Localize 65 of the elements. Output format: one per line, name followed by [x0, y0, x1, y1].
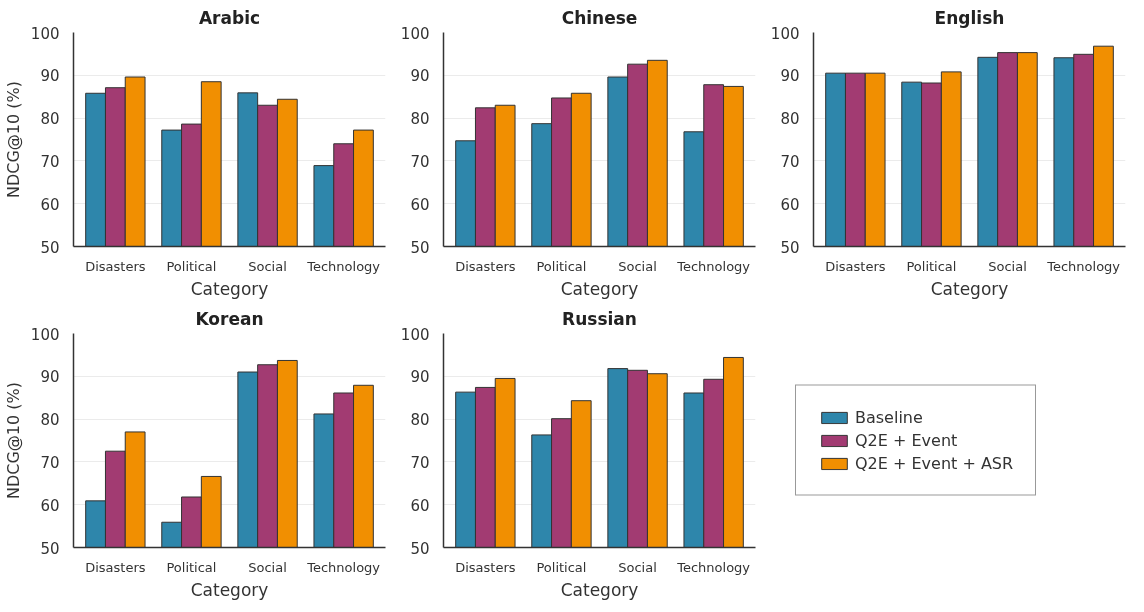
- y-tick-label: 60: [40, 496, 60, 515]
- x-axis-title: Category: [190, 278, 269, 299]
- y-tick-label: 50: [410, 539, 430, 558]
- x-tick-label: Political: [906, 258, 957, 274]
- y-tick-label: 100: [400, 24, 430, 43]
- x-tick-label: Political: [166, 258, 217, 274]
- legend-label: Baseline: [855, 407, 923, 427]
- x-tick-label: Technology: [676, 258, 751, 274]
- y-tick-label: 70: [410, 152, 430, 171]
- chart-title: English: [934, 7, 1005, 28]
- y-tick-label: 80: [40, 411, 60, 430]
- y-tick-label: 70: [410, 453, 430, 472]
- x-tick-label: Social: [618, 559, 657, 575]
- y-tick-label: 100: [770, 24, 800, 43]
- x-axis-title: Category: [560, 278, 639, 299]
- y-tick-label: 90: [40, 368, 60, 387]
- y-tick-label: 50: [410, 238, 430, 257]
- x-tick-label: Social: [618, 258, 657, 274]
- legend-label: Q2E + Event + ASR: [855, 453, 1014, 473]
- chart-title: Arabic: [198, 7, 261, 28]
- y-tick-label: 90: [780, 67, 800, 86]
- x-tick-label: Technology: [1046, 258, 1121, 274]
- x-tick-label: Social: [988, 258, 1027, 274]
- legend-label: Q2E + Event: [855, 430, 958, 450]
- x-tick-label: Disasters: [455, 559, 516, 575]
- y-tick-label: 100: [400, 325, 430, 344]
- y-tick-label: 80: [780, 110, 800, 129]
- x-tick-label: Political: [166, 559, 217, 575]
- y-tick-label: 100: [30, 24, 60, 43]
- y-tick-label: 60: [410, 195, 430, 214]
- chart-title: Chinese: [561, 7, 638, 28]
- y-tick-label: 70: [780, 152, 800, 171]
- y-tick-label: 90: [40, 67, 60, 86]
- y-tick-label: 70: [40, 453, 60, 472]
- y-tick-label: 90: [410, 67, 430, 86]
- y-tick-label: 80: [410, 411, 430, 430]
- y-tick-label: 60: [410, 496, 430, 515]
- y-tick-label: 100: [30, 325, 60, 344]
- x-tick-label: Technology: [306, 559, 381, 575]
- chart-title: Russian: [562, 308, 637, 329]
- x-tick-label: Disasters: [85, 559, 146, 575]
- x-tick-label: Technology: [676, 559, 751, 575]
- y-tick-label: 60: [40, 195, 60, 214]
- x-tick-label: Disasters: [825, 258, 886, 274]
- y-tick-label: 50: [780, 238, 800, 257]
- y-tick-label: 60: [780, 195, 800, 214]
- x-tick-label: Technology: [306, 258, 381, 274]
- y-tick-label: 50: [40, 238, 60, 257]
- y-axis-title: NDCG@10 (%): [3, 81, 23, 198]
- x-axis-title: Category: [560, 579, 639, 600]
- x-tick-label: Disasters: [85, 258, 146, 274]
- x-tick-label: Social: [248, 559, 287, 575]
- y-tick-label: 70: [40, 152, 60, 171]
- y-tick-label: 90: [410, 368, 430, 387]
- x-tick-label: Disasters: [455, 258, 516, 274]
- x-axis-title: Category: [930, 278, 1009, 299]
- chart-title: Korean: [195, 308, 264, 329]
- y-tick-label: 80: [40, 110, 60, 129]
- x-tick-label: Social: [248, 258, 287, 274]
- y-axis-title: NDCG@10 (%): [3, 382, 23, 499]
- y-tick-label: 50: [40, 539, 60, 558]
- y-tick-label: 80: [410, 110, 430, 129]
- x-tick-label: Political: [536, 258, 587, 274]
- x-tick-label: Political: [536, 559, 587, 575]
- x-axis-title: Category: [190, 579, 269, 600]
